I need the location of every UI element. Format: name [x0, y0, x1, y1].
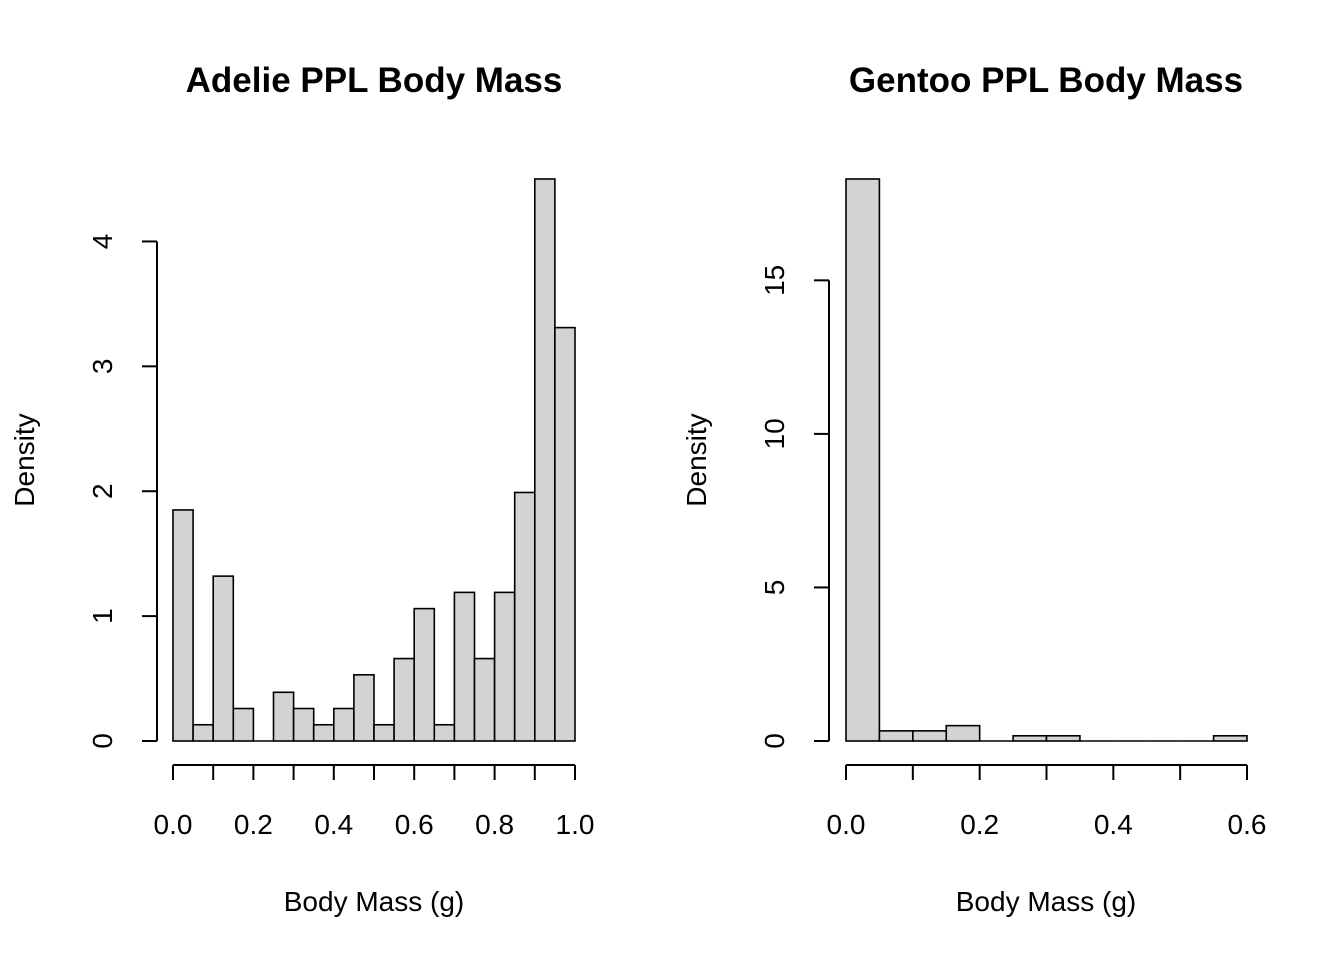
histogram-bar	[353, 674, 375, 742]
y-axis-label: Density	[9, 413, 40, 506]
histogram-bar	[172, 509, 194, 742]
histogram-bar	[212, 575, 235, 742]
y-tick-label: 5	[759, 580, 790, 596]
x-tick-label: 1.0	[556, 809, 595, 840]
y-tick-label: 15	[759, 265, 790, 296]
histogram-bar	[433, 723, 456, 742]
histogram-bar	[533, 178, 556, 742]
y-tick-label: 10	[759, 418, 790, 449]
y-axis: 0 5 10 15	[759, 265, 830, 749]
x-tick-label: 0.0	[827, 809, 866, 840]
histogram-bar	[1012, 734, 1048, 742]
histogram-bar	[373, 723, 395, 742]
x-tick-label: 0.2	[960, 809, 999, 840]
histogram-bar	[945, 724, 981, 742]
gentoo-histogram-panel: Gentoo PPL Body Mass Density Body Mass (…	[681, 61, 1266, 917]
y-axis-label: Density	[681, 413, 712, 506]
histogram-bar	[393, 657, 416, 742]
y-axis: 0 1 2 3 4	[87, 234, 158, 749]
x-tick-label: 0.6	[1228, 809, 1267, 840]
histogram-bar	[1045, 734, 1081, 742]
histogram-bar	[413, 607, 436, 742]
y-tick-label: 4	[87, 234, 118, 250]
histogram-bar	[232, 707, 255, 742]
histogram-bar	[554, 326, 576, 742]
y-tick-label: 0	[759, 733, 790, 749]
x-tick-label: 0.8	[475, 809, 514, 840]
histogram-bar	[192, 723, 215, 742]
x-tick-label: 0.4	[1094, 809, 1133, 840]
chart-title: Adelie PPL Body Mass	[186, 61, 563, 100]
histogram-bar	[312, 723, 335, 742]
bars-group	[172, 178, 576, 742]
histogram-bar	[513, 491, 536, 742]
x-axis-label: Body Mass (g)	[284, 886, 465, 917]
histogram-bar	[272, 691, 295, 742]
histogram-bar	[473, 657, 496, 742]
x-axis: 0.0 0.2 0.4 0.6 0.8 1.0	[154, 764, 595, 840]
histogram-bar	[292, 707, 315, 742]
x-tick-label: 0.2	[234, 809, 273, 840]
adelie-histogram-panel: Adelie PPL Body Mass Density Body Mass (…	[9, 61, 594, 917]
histogram-bar	[453, 591, 476, 742]
x-tick-label: 0.4	[314, 809, 353, 840]
y-tick-label: 2	[87, 483, 118, 499]
histogram-bar	[845, 178, 881, 742]
bars-group	[845, 178, 1248, 742]
y-tick-label: 3	[87, 359, 118, 375]
x-axis: 0.0 0.2 0.4 0.6	[827, 764, 1267, 840]
x-tick-label: 0.0	[154, 809, 193, 840]
chart-title: Gentoo PPL Body Mass	[849, 61, 1243, 100]
histogram-bar	[332, 707, 355, 742]
x-axis-label: Body Mass (g)	[956, 886, 1137, 917]
histogram-bar	[493, 591, 516, 742]
histogram-bar	[1212, 734, 1248, 742]
x-tick-label: 0.6	[395, 809, 434, 840]
y-tick-label: 1	[87, 608, 118, 624]
histogram-bar	[878, 730, 914, 742]
y-tick-label: 0	[87, 733, 118, 749]
histogram-bar	[912, 730, 948, 742]
